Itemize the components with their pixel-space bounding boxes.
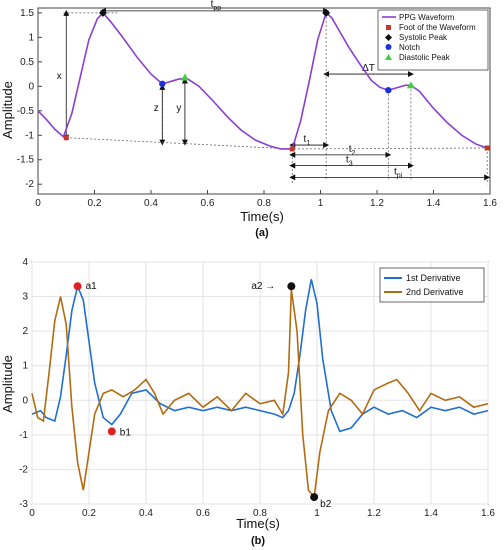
- first-derivative-line: [31, 279, 489, 433]
- x-tick-label: 1.4: [427, 198, 441, 209]
- y-axis-label-a: Amplitude: [0, 81, 15, 139]
- y-tick-label: -1: [25, 130, 34, 141]
- diastolic-marker: [406, 81, 415, 89]
- y-tick-label: 0: [28, 81, 34, 92]
- point-label: a1: [86, 281, 98, 292]
- markers-a: [63, 8, 490, 152]
- points-b: a1 b1 a2 → b2: [73, 281, 332, 510]
- x-tick-label: 1: [314, 508, 320, 519]
- y-ticks-b: -3 -2 -1 0 1 2 3 4: [19, 257, 28, 510]
- y-label: y: [176, 103, 181, 114]
- legend-entry: 2nd Derivative: [406, 287, 464, 297]
- panel-label-b: (b): [251, 535, 265, 547]
- second-derivative-line: [31, 289, 489, 500]
- y-tick-label: 0: [22, 395, 28, 406]
- x-axis-label-a: Time(s): [240, 209, 284, 224]
- diastolic-marker: [180, 73, 189, 81]
- legend-a: PPG Waveform Foot of the Waveform Systol…: [377, 9, 489, 71]
- t2-label: t2: [349, 144, 356, 157]
- legend-b: 1st Derivative 2nd Derivative: [379, 267, 485, 303]
- y-tick-label: -0.5: [17, 106, 35, 117]
- x-axis-label-b: Time(s): [236, 516, 280, 531]
- y-tick-label: 1: [22, 361, 28, 372]
- y-tick-label: -3: [19, 499, 28, 510]
- foot-marker: [289, 146, 295, 152]
- legend-entry: Systolic Peak: [399, 33, 448, 42]
- x-tick-label: 1: [318, 198, 324, 209]
- point-a2: [287, 282, 296, 291]
- legend-entry: Notch: [399, 43, 420, 52]
- t1-label: t1: [304, 134, 311, 147]
- y-ticks-a: -2 -1.5 -1 -0.5 0 0.5 1 1.5: [17, 8, 42, 190]
- foot-marker: [484, 145, 490, 151]
- legend-entry: PPG Waveform: [399, 13, 455, 22]
- tpi-label: tpi: [394, 166, 403, 179]
- y-tick-label: 3: [22, 292, 28, 303]
- x-ticks-b: 0 0.2 0.4 0.6 0.8 1 1.2 1.4 1.6: [29, 508, 495, 519]
- point-a1: [73, 282, 82, 291]
- x-tick-label: 0.2: [88, 198, 102, 209]
- notch-marker: [385, 87, 392, 94]
- x-tick-label: 0.8: [253, 508, 267, 519]
- point-b2: [310, 493, 319, 502]
- systolic-marker: [322, 8, 331, 17]
- x-tick-label: 0.2: [82, 508, 96, 519]
- point-label: b1: [120, 427, 132, 438]
- legend-diastolic-swatch: [385, 54, 392, 60]
- legend-b-box: [379, 267, 485, 303]
- x-tick-label: 1.6: [483, 198, 497, 209]
- legend-notch-swatch: [385, 44, 392, 50]
- x-tick-label: 0.4: [144, 198, 158, 209]
- legend-foot-swatch: [386, 25, 391, 30]
- foot-baseline: [66, 137, 488, 150]
- y-tick-label: -2: [25, 179, 34, 190]
- x-tick-label: 1.2: [370, 198, 384, 209]
- y-tick-label: 2: [22, 326, 28, 337]
- y-tick-label: 0.5: [20, 57, 34, 68]
- legend-a-box: [377, 9, 489, 71]
- x-tick-label: 1.6: [481, 508, 495, 519]
- x-tick-label: 0.8: [257, 198, 271, 209]
- point-label: a2 →: [251, 281, 275, 292]
- tpp-label: tpp: [211, 0, 222, 12]
- y-tick-label: 1.5: [20, 8, 34, 19]
- ppg-waveform-line: [37, 11, 488, 150]
- legend-entry: 1st Derivative: [406, 273, 461, 283]
- systolic-marker: [98, 8, 107, 17]
- y-axis-label-b: Amplitude: [0, 355, 15, 413]
- x-tick-label: 0.6: [201, 198, 215, 209]
- y-tick-label: -2: [19, 464, 28, 475]
- point-b1: [107, 427, 116, 436]
- panel-a: 0 0.2 0.4 0.6 0.8 1 1.2 1.4 1.6 -2 -1.5 -1 -0.5 0 0.5…: [0, 0, 497, 239]
- z-label: z: [154, 103, 159, 114]
- x-tick-label: 0: [35, 198, 41, 209]
- y-tick-label: 1: [28, 32, 34, 43]
- t3-label: t3: [346, 155, 353, 168]
- y-tick-label: -1.5: [17, 155, 35, 166]
- notch-marker: [159, 80, 166, 88]
- legend-entry: Diastolic Peak: [399, 53, 451, 62]
- x-tick-label: 1.4: [424, 508, 438, 519]
- legend-systolic-swatch: [385, 34, 392, 41]
- x-tick-label: 0: [29, 508, 35, 519]
- legend-entry: Foot of the Waveform: [399, 23, 476, 32]
- panel-label-a: (a): [255, 227, 269, 239]
- x-tick-label: 0.6: [196, 508, 210, 519]
- x-label: x: [57, 71, 62, 82]
- x-ticks-a: 0 0.2 0.4 0.6 0.8 1 1.2 1.4 1.6: [35, 190, 497, 209]
- panel-b: 0 0.2 0.4 0.6 0.8 1 1.2 1.4 1.6 -3 -2 -1 0 1 2 3 4 Time…: [0, 257, 495, 547]
- y-tick-label: 4: [22, 257, 28, 268]
- x-tick-label: 1.2: [367, 508, 381, 519]
- x-tick-label: 0.4: [139, 508, 153, 519]
- y-tick-label: -1: [19, 430, 28, 441]
- delta-t-label: ΔT: [362, 63, 375, 74]
- foot-marker: [63, 135, 69, 141]
- point-label: b2: [320, 499, 332, 510]
